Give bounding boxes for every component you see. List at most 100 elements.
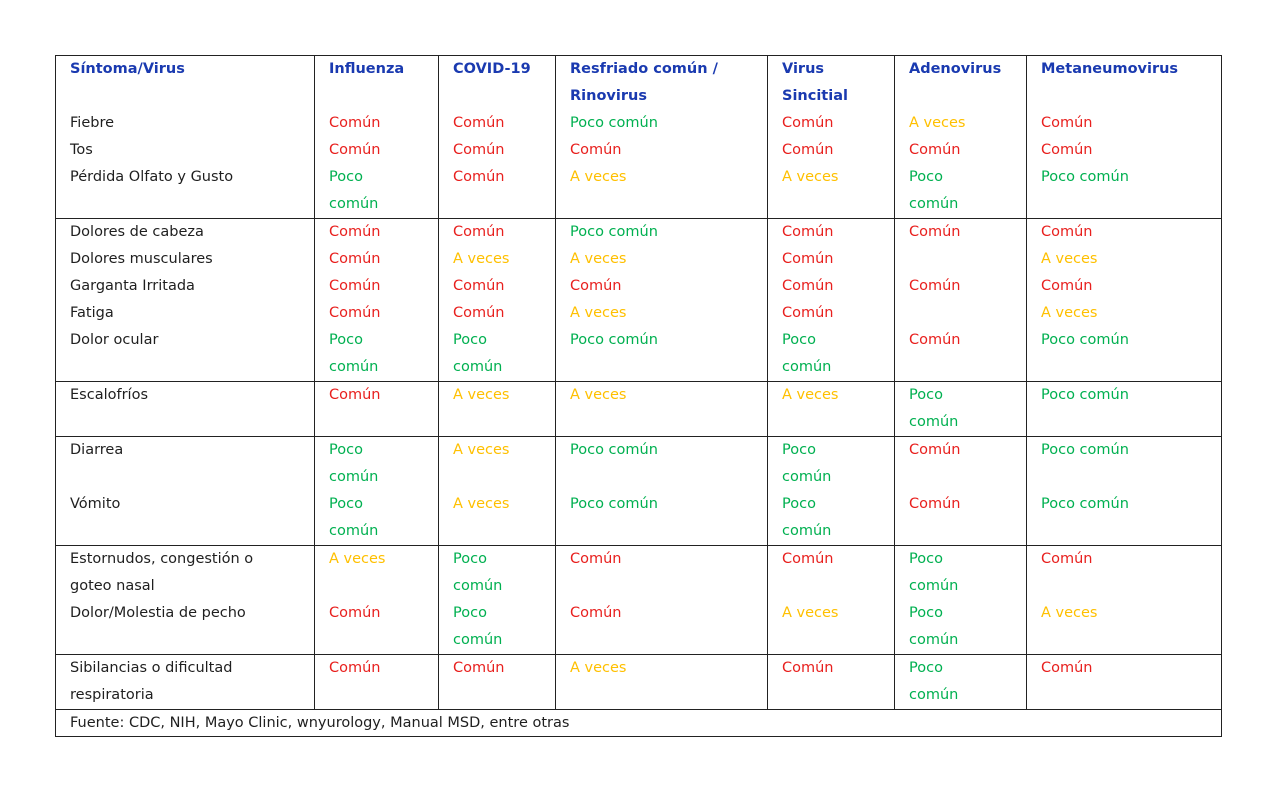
header-sincitial: Virus Sincitial xyxy=(767,55,895,110)
frequency-label: Común xyxy=(329,115,381,131)
table-row: Diarrea Poco común A veces Poco común Poco com… xyxy=(56,436,1222,491)
table-row: Tos Común Común Común Común Común Común xyxy=(56,137,1222,164)
frequency-label: Común xyxy=(329,387,381,403)
value-cell-adeno: Poco común xyxy=(894,545,1027,600)
frequency-label: común xyxy=(329,469,379,485)
frequency-label: Poco xyxy=(909,660,943,676)
header-metan: Metaneumovirus xyxy=(1026,55,1222,110)
frequency-label: común xyxy=(453,578,503,594)
value-cell-sincitial: Común xyxy=(767,545,895,600)
value-cell-resfriado: A veces xyxy=(555,246,768,273)
value-cell-metan: Común xyxy=(1026,137,1222,164)
value-cell-resfriado: Poco común xyxy=(555,491,768,546)
value-cell-adeno: Común xyxy=(894,436,1027,491)
frequency-label: Poco común xyxy=(570,442,658,458)
frequency-label: Común xyxy=(570,142,622,158)
frequency-label: Común xyxy=(782,660,834,676)
frequency-label: Poco común xyxy=(570,224,658,240)
value-cell-resfriado: Común xyxy=(555,137,768,164)
symptom-cell-line: Fatiga xyxy=(70,305,114,321)
frequency-label: Poco xyxy=(453,551,487,567)
value-cell-adeno: Común xyxy=(894,137,1027,164)
value-cell-metan: Poco común xyxy=(1026,491,1222,546)
frequency-label: común xyxy=(909,196,959,212)
value-cell-influenza: Común xyxy=(314,654,439,710)
frequency-label: Común xyxy=(453,660,505,676)
frequency-label: A veces xyxy=(570,387,627,403)
header-metan-line: Metaneumovirus xyxy=(1041,61,1179,77)
frequency-label: Común xyxy=(570,278,622,294)
frequency-label: común xyxy=(909,414,959,430)
table-row: Garganta Irritada Común Común Común Común Com… xyxy=(56,273,1222,300)
value-cell-influenza: A veces xyxy=(314,545,439,600)
value-cell-resfriado: A veces xyxy=(555,381,768,437)
symptom-cell-line: Dolores de cabeza xyxy=(70,224,204,240)
frequency-label: Común xyxy=(453,115,505,131)
frequency-label: Común xyxy=(782,551,834,567)
value-cell-covid: Poco común xyxy=(438,545,556,600)
header-symptom: Síntoma/Virus xyxy=(56,56,315,111)
header-adeno-line xyxy=(909,83,1026,110)
frequency-label: Común xyxy=(329,224,381,240)
value-cell-adeno: Común xyxy=(894,273,1027,300)
value-cell-adeno xyxy=(894,246,1027,273)
header-adeno-line: Adenovirus xyxy=(909,61,1002,77)
frequency-label: Común xyxy=(329,251,381,267)
table-row: Dolores de cabeza Común Común Poco común Com… xyxy=(56,218,1222,246)
value-cell-resfriado: Común xyxy=(555,545,768,600)
frequency-label: común xyxy=(453,359,503,375)
value-cell-covid: A veces xyxy=(438,381,556,437)
value-cell-metan: Poco común xyxy=(1026,381,1222,437)
value-cell-metan: A veces xyxy=(1026,300,1222,327)
frequency-label: Común xyxy=(909,278,961,294)
symptom-cell: Fatiga xyxy=(56,300,315,327)
value-cell-covid: Poco común xyxy=(438,600,556,655)
symptom-cell-line: Diarrea xyxy=(70,442,124,458)
table-group: Dolores de cabeza Común Común Poco común Com… xyxy=(55,218,1222,382)
table-row: Pérdida Olfato y Gusto Poco común Común A ve… xyxy=(56,164,1222,219)
frequency-label: Común xyxy=(453,305,505,321)
frequency-label: A veces xyxy=(570,660,627,676)
frequency-label: Poco común xyxy=(1041,387,1129,403)
symptom-cell: Sibilancias o dificultad respiratoria xyxy=(56,655,315,710)
header-influenza-line: Influenza xyxy=(329,61,405,77)
value-cell-sincitial: Común xyxy=(767,300,895,327)
value-cell-sincitial: Común xyxy=(767,654,895,710)
value-cell-covid: Común xyxy=(438,164,556,219)
frequency-label: Común xyxy=(1041,551,1093,567)
table-body: Síntoma/Virus Influenza COVID-19 Resfria… xyxy=(55,55,1222,219)
frequency-label: Común xyxy=(329,278,381,294)
value-cell-sincitial: Poco común xyxy=(767,491,895,546)
value-cell-influenza: Común xyxy=(314,273,439,300)
frequency-label: Común xyxy=(1041,660,1093,676)
frequency-label: Poco común xyxy=(1041,496,1129,512)
frequency-label: Poco xyxy=(782,442,816,458)
frequency-label: A veces xyxy=(1041,605,1098,621)
value-cell-influenza: Poco común xyxy=(314,436,439,491)
symptom-cell-line: Fiebre xyxy=(70,115,115,131)
header-covid-line xyxy=(453,83,555,110)
header-sincitial-line: Sincitial xyxy=(782,88,848,104)
frequency-label: Común xyxy=(909,332,961,348)
header-adeno: Adenovirus xyxy=(894,55,1027,110)
header-covid-line: COVID-19 xyxy=(453,61,531,77)
header-symptom-line: Síntoma/Virus xyxy=(70,61,185,77)
frequency-label: A veces xyxy=(570,169,627,185)
frequency-label: Común xyxy=(782,251,834,267)
value-cell-sincitial: Poco común xyxy=(767,327,895,382)
value-cell-resfriado: A veces xyxy=(555,654,768,710)
symptom-cell: Pérdida Olfato y Gusto xyxy=(56,164,315,219)
symptom-cell-line: Dolor ocular xyxy=(70,332,159,348)
frequency-label: Común xyxy=(782,224,834,240)
frequency-label: Común xyxy=(329,142,381,158)
source-note: Fuente: CDC, NIH, Mayo Clinic, wnyurolog… xyxy=(55,709,1222,737)
value-cell-adeno: Poco común xyxy=(894,600,1027,655)
value-cell-influenza: Común xyxy=(314,381,439,437)
table-row: Dolores musculares Común A veces A veces Com… xyxy=(56,246,1222,273)
frequency-label: Poco xyxy=(909,605,943,621)
symptom-cell-line: Dolor/Molestia de pecho xyxy=(70,605,246,621)
frequency-label: Poco común xyxy=(1041,442,1129,458)
frequency-label xyxy=(909,300,1026,327)
frequency-label: Poco común xyxy=(570,115,658,131)
value-cell-covid: Común xyxy=(438,137,556,164)
